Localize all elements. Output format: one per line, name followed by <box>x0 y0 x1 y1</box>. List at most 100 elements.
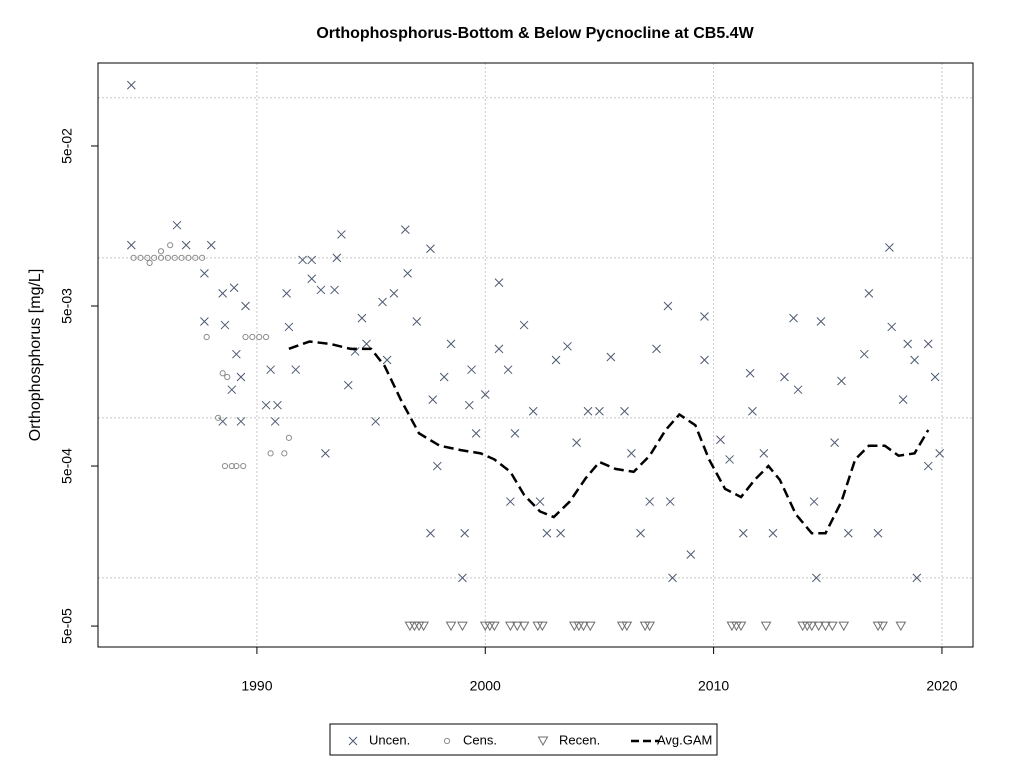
point <box>665 497 675 506</box>
point <box>551 355 561 365</box>
point <box>157 248 165 255</box>
point <box>200 268 209 278</box>
point <box>494 278 504 287</box>
point <box>404 621 416 632</box>
point <box>426 244 435 254</box>
point <box>668 573 677 583</box>
point <box>428 395 438 404</box>
point <box>595 406 604 416</box>
point <box>130 254 137 261</box>
point <box>439 372 449 382</box>
point <box>735 621 747 632</box>
point <box>519 320 529 330</box>
point <box>413 621 425 632</box>
point <box>584 621 596 632</box>
point <box>241 301 250 311</box>
point <box>181 240 191 250</box>
point <box>218 417 228 426</box>
point <box>443 737 451 745</box>
point <box>494 344 504 354</box>
point <box>789 313 798 323</box>
point <box>935 449 945 458</box>
point <box>528 406 538 416</box>
point <box>903 339 913 349</box>
point <box>321 449 330 458</box>
point <box>307 274 317 284</box>
point <box>256 333 263 341</box>
point <box>812 573 821 583</box>
point <box>445 621 457 632</box>
legend-label: Uncen. <box>369 732 410 747</box>
point <box>503 365 513 375</box>
point <box>298 255 307 265</box>
point <box>725 455 734 464</box>
point <box>572 438 581 448</box>
point <box>644 621 656 632</box>
point <box>371 417 381 426</box>
point <box>432 461 442 471</box>
point <box>458 573 467 583</box>
point <box>229 283 239 293</box>
point <box>616 621 628 632</box>
point <box>573 621 585 632</box>
point <box>700 312 709 321</box>
legend-label: Avg.GAM <box>657 732 712 747</box>
point <box>236 372 246 382</box>
point <box>199 254 206 261</box>
point <box>464 400 474 410</box>
point <box>171 254 178 261</box>
point <box>583 406 593 416</box>
plot-frame <box>97 62 974 648</box>
point <box>267 450 274 457</box>
point <box>816 317 826 326</box>
point <box>686 550 696 559</box>
point <box>228 462 235 470</box>
point <box>877 621 888 632</box>
point <box>738 528 748 538</box>
point <box>912 573 922 583</box>
point <box>809 497 819 506</box>
point <box>716 435 725 445</box>
point <box>731 621 742 632</box>
point <box>400 225 410 235</box>
point <box>563 341 572 351</box>
point <box>923 461 933 471</box>
plot-area <box>126 80 945 632</box>
point <box>412 317 422 326</box>
legend-label: Recen. <box>559 732 600 747</box>
point <box>240 462 247 470</box>
point <box>556 528 565 538</box>
point <box>316 285 326 295</box>
point <box>418 621 429 632</box>
point <box>873 528 883 538</box>
point <box>843 528 853 538</box>
point <box>726 621 738 632</box>
point <box>484 621 496 632</box>
y-tick-label: 5e-03 <box>59 288 75 324</box>
point <box>780 372 789 382</box>
point <box>426 528 435 538</box>
point <box>357 313 367 323</box>
point <box>578 621 589 632</box>
point <box>864 288 874 298</box>
point <box>185 254 192 261</box>
point <box>270 417 280 426</box>
point <box>467 365 476 375</box>
point <box>262 333 270 341</box>
point <box>164 254 171 261</box>
point <box>178 254 185 261</box>
point <box>621 621 633 632</box>
point <box>232 349 241 359</box>
point <box>806 621 818 632</box>
point <box>930 372 940 382</box>
point <box>144 254 151 261</box>
point <box>506 497 515 506</box>
point <box>745 368 755 378</box>
point <box>221 462 229 470</box>
point <box>337 230 346 239</box>
point <box>233 462 240 470</box>
point <box>872 621 884 632</box>
point <box>307 255 317 265</box>
point <box>837 376 846 386</box>
